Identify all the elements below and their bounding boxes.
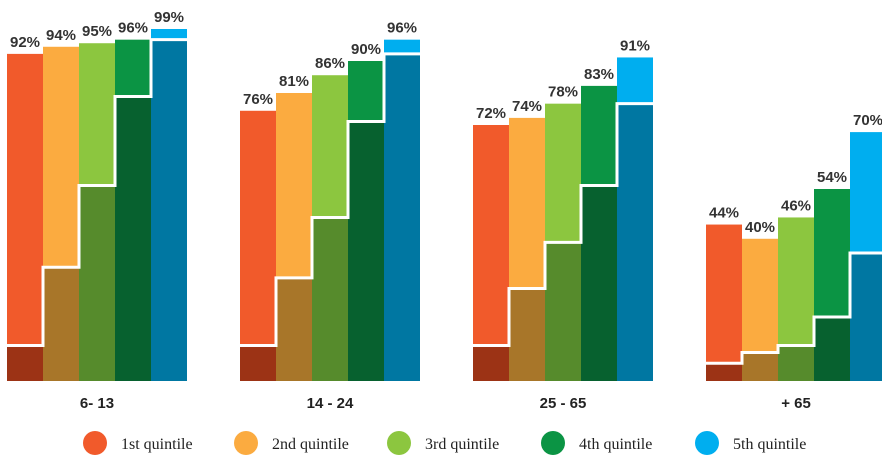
bar-1-group-4 [706,224,742,381]
step-line-group-3 [473,102,653,347]
inner-bar-1-group-1 [7,345,43,381]
inner-bar-2-group-3 [509,288,545,381]
inner-bar-4-group-2 [348,121,384,381]
value-label: 76% [243,91,273,108]
value-label: 95% [82,23,112,40]
legend-swatch [387,431,411,455]
value-label: 96% [387,20,417,37]
legend-swatch [83,431,107,455]
value-label: 74% [512,98,542,115]
value-label: 96% [118,20,148,37]
inner-bar-5-group-4 [850,253,882,381]
legend-label: 3rd quintile [425,436,499,453]
inner-bar-5-group-3 [617,103,653,382]
value-label: 99% [154,9,184,26]
value-label: 44% [709,205,739,222]
inner-bar-2-group-2 [276,277,312,381]
inner-bar-4-group-3 [581,185,617,381]
category-label: 14 - 24 [307,395,354,412]
legend-label: 5th quintile [733,436,806,453]
inner-bar-3-group-3 [545,242,581,381]
value-label: 90% [351,41,381,58]
value-label: 78% [548,84,578,101]
value-label: 94% [46,27,76,44]
inner-bar-4-group-1 [115,96,151,382]
inner-bar-2-group-1 [43,267,79,381]
legend-label: 2nd quintile [272,436,349,453]
inner-bar-5-group-1 [151,39,187,382]
value-label: 70% [853,112,882,129]
step-line-group-1 [7,38,187,347]
legend-swatch [695,431,719,455]
value-label: 92% [10,34,40,51]
value-label: 40% [745,219,775,236]
category-label: + 65 [781,395,811,412]
inner-bar-4-group-4 [814,317,850,381]
inner-bar-3-group-1 [79,185,115,381]
value-label: 83% [584,66,614,83]
category-label: 6- 13 [80,395,114,412]
inner-bar-3-group-2 [312,217,348,381]
category-label: 25 - 65 [540,395,587,412]
value-label: 46% [781,197,811,214]
value-label: 86% [315,55,345,72]
step-line-group-4 [706,251,882,365]
inner-bar-1-group-4 [706,363,742,381]
inner-bar-3-group-4 [778,345,814,381]
value-label: 91% [620,37,650,54]
value-label: 81% [279,73,309,90]
legend-label: 1st quintile [121,436,193,453]
bar-1-group-1 [7,53,43,382]
bar-1-group-2 [240,110,276,382]
legend-swatch [234,431,258,455]
inner-bar-1-group-2 [240,345,276,381]
legend-swatch [541,431,565,455]
value-label: 72% [476,105,506,122]
inner-bar-1-group-3 [473,345,509,381]
value-label: 54% [817,169,847,186]
bar-1-group-3 [473,125,509,381]
legend-label: 4th quintile [579,436,652,453]
step-line-group-2 [240,52,420,347]
inner-bar-2-group-4 [742,352,778,381]
inner-bar-5-group-2 [384,53,420,382]
